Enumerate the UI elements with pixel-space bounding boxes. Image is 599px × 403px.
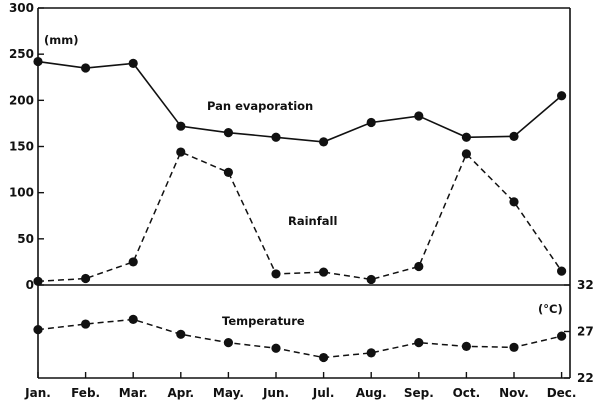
y-tick-label-0: 0: [26, 278, 34, 292]
temperature-point-10: [509, 342, 519, 352]
temp-tick-label-32: 32: [577, 278, 594, 292]
y-tick-label-250: 250: [9, 47, 34, 61]
x-tick-label-0: Jan.: [24, 386, 51, 400]
x-tick-label-9: Oct.: [453, 386, 481, 400]
pan-evaporation-point-2: [128, 58, 138, 68]
pan-evaporation-point-10: [509, 131, 519, 141]
pan-evaporation-point-11: [557, 91, 567, 101]
y-tick-label-150: 150: [9, 140, 34, 154]
x-tick-label-8: Sep.: [404, 386, 434, 400]
rainfall-line: [37, 151, 563, 283]
temperature-point-6: [319, 352, 329, 363]
temperature-point-9: [461, 341, 471, 351]
x-tick-label-5: Jun.: [262, 386, 289, 400]
rainfall-point-8: [414, 261, 424, 272]
rainfall-point-6: [319, 267, 329, 277]
rainfall-point-3: [176, 147, 186, 157]
pan-evaporation-point-6: [319, 137, 329, 147]
x-tick-label-4: May.: [213, 386, 244, 400]
temperature-point-1: [81, 319, 91, 329]
pan-evaporation-point-4: [223, 128, 233, 138]
temperature-point-2: [128, 314, 138, 325]
x-tick-label-2: Mar.: [119, 386, 148, 400]
pan-evaporation-point-7: [366, 117, 376, 128]
pan-evaporation-point-9: [461, 132, 471, 142]
temperature-annotation: Temperature: [222, 314, 305, 328]
temperature-point-3: [176, 329, 186, 339]
pan-evaporation-annotation: Pan evaporation: [207, 99, 313, 113]
rainfall-point-1: [81, 273, 91, 284]
rainfall-point-10: [509, 197, 519, 207]
rainfall-point-11: [557, 266, 567, 276]
x-tick-label-10: Nov.: [499, 386, 529, 400]
temperature-line: [37, 318, 562, 359]
x-tick-label-7: Aug.: [356, 386, 387, 400]
rainfall-point-9: [461, 149, 471, 159]
rainfall-point-2: [128, 257, 138, 267]
y-tick-label-300: 300: [9, 1, 34, 15]
pan-evaporation-point-0: [33, 56, 43, 67]
pan-evaporation-point-8: [414, 111, 424, 121]
y-tick-label-50: 50: [17, 232, 34, 246]
temperature-point-11: [557, 331, 567, 341]
temperature-point-8: [414, 338, 424, 348]
x-tick-label-3: Apr.: [167, 386, 194, 400]
temperature-point-5: [271, 343, 281, 353]
pan-evaporation-point-5: [271, 132, 281, 142]
pan-evaporation-line: [37, 60, 563, 143]
x-tick-label-11: Dec.: [547, 386, 577, 400]
rainfall-annotation: Rainfall: [288, 214, 337, 228]
temp-tick-label-27: 27: [577, 325, 594, 339]
temperature-point-7: [366, 348, 376, 358]
y-tick-label-100: 100: [9, 186, 34, 200]
pan-evaporation-point-3: [176, 121, 186, 131]
rainfall-point-5: [271, 269, 281, 279]
pan-evaporation-point-1: [81, 63, 91, 73]
temperature-point-4: [223, 338, 233, 348]
rainfall-point-0: [33, 276, 43, 286]
x-tick-label-1: Feb.: [71, 386, 100, 400]
upper-unit-label: (mm): [44, 33, 78, 47]
rainfall-point-7: [366, 274, 376, 285]
lower-unit-label: (°C): [538, 302, 563, 316]
temperature-point-0: [33, 325, 43, 335]
rainfall-point-4: [223, 167, 233, 177]
y-tick-label-200: 200: [9, 93, 34, 107]
x-tick-label-6: Jul.: [312, 386, 335, 400]
temp-tick-label-22: 22: [577, 371, 594, 385]
